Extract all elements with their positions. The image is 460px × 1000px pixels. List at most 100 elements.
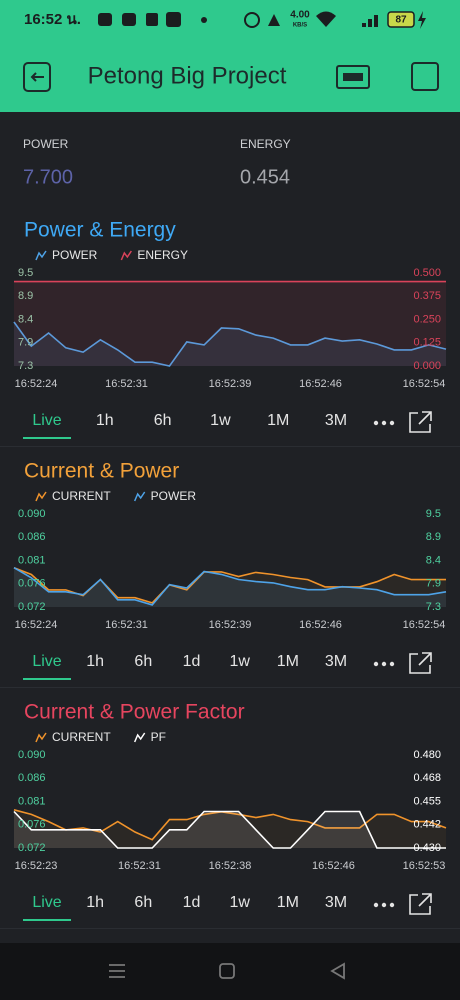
range-button[interactable]: 1w: [210, 412, 231, 429]
y2-tick-label: 7.3: [426, 601, 441, 613]
display-label: ENERGY: [240, 137, 291, 151]
range-button[interactable]: 3M: [325, 894, 347, 911]
y2-tick-label: 0.500: [413, 267, 441, 279]
alarm-icon: [244, 12, 260, 28]
range-button[interactable]: Live: [32, 653, 61, 670]
x-tick-label: 16:52:46: [312, 860, 355, 872]
x-tick-label: 16:52:24: [15, 378, 58, 390]
y2-tick-label: 0.125: [413, 337, 441, 349]
nav-home[interactable]: [219, 963, 235, 979]
range-button[interactable]: 3M: [325, 653, 347, 670]
app-icon: [166, 12, 181, 27]
range-button[interactable]: Live: [32, 894, 61, 911]
app-icon: [98, 13, 112, 26]
range-button[interactable]: 1M: [277, 894, 299, 911]
y-tick-label: 9.5: [18, 267, 33, 279]
y-tick-label: 0.072: [18, 601, 46, 613]
y-tick-label: 7.9: [18, 337, 33, 349]
x-tick-label: 16:52:46: [299, 378, 342, 390]
range-button[interactable]: 1w: [229, 653, 250, 670]
widget-divider: [0, 446, 460, 447]
legend-icon: [35, 732, 47, 743]
chart-widget: Current & Power Factor CURRENT PF 0.072 0.07…: [0, 701, 460, 929]
range-button[interactable]: 1h: [96, 412, 114, 429]
range-button[interactable]: Live: [32, 412, 61, 429]
y2-tick-label: 0.480: [413, 749, 441, 761]
more-dot[interactable]: [389, 420, 395, 426]
export-icon[interactable]: [409, 411, 432, 433]
nav-back[interactable]: [330, 962, 345, 980]
export-icon[interactable]: [409, 652, 432, 674]
nav-buttons: [109, 962, 345, 980]
more-dot[interactable]: [381, 902, 387, 908]
range-button[interactable]: 1M: [277, 653, 299, 670]
more-dot[interactable]: [389, 661, 395, 667]
x-tick-label: 16:52:24: [15, 619, 58, 631]
range-selected-underline: [23, 919, 71, 921]
x-tick-label: 16:52:31: [105, 619, 148, 631]
status-bar: [0, 0, 460, 40]
x-tick-label: 16:52:39: [209, 378, 252, 390]
range-button[interactable]: 3M: [325, 412, 347, 429]
range-button[interactable]: 1d: [183, 894, 201, 911]
y-tick-label: 0.081: [18, 554, 46, 566]
y2-tick-label: 8.4: [426, 554, 441, 566]
range-button[interactable]: 1h: [86, 653, 104, 670]
y2-tick-label: 9.5: [426, 508, 441, 520]
more-dot[interactable]: [373, 661, 379, 667]
more-dot[interactable]: [381, 661, 387, 667]
chart-title: Current & Power Factor: [24, 701, 245, 724]
back-icon[interactable]: [23, 62, 51, 92]
x-tick-label: 16:52:54: [403, 619, 446, 631]
series-area: [14, 567, 446, 607]
app-bar: [0, 40, 460, 112]
export-icon[interactable]: [409, 893, 432, 915]
y2-tick-label: 7.9: [426, 578, 441, 590]
range-button[interactable]: 6h: [154, 412, 172, 429]
legend-label: ENERGY: [137, 248, 188, 262]
range-button[interactable]: 1M: [267, 412, 289, 429]
menu-button[interactable]: [411, 62, 439, 91]
y-tick-label: 7.3: [18, 360, 33, 372]
back-button[interactable]: [23, 62, 51, 92]
y-tick-label: 0.072: [18, 842, 46, 854]
display-label: POWER: [23, 137, 69, 151]
y2-tick-label: 0.250: [413, 313, 441, 325]
widget-divider: [0, 928, 460, 929]
y-tick-label: 0.086: [18, 772, 46, 784]
range-button[interactable]: 1w: [229, 894, 250, 911]
nav-recent[interactable]: [109, 964, 125, 978]
range-button[interactable]: 1h: [86, 894, 104, 911]
range-button[interactable]: 1d: [183, 653, 201, 670]
y-tick-label: 0.081: [18, 795, 46, 807]
series-line: [13, 809, 447, 841]
x-tick-label: 16:52:31: [105, 378, 148, 390]
signal-icon: [362, 15, 378, 27]
nav-bar: [0, 943, 460, 1000]
more-dot[interactable]: [389, 902, 395, 908]
y2-tick-label: 0.375: [413, 290, 441, 302]
y2-tick-label: 8.9: [426, 531, 441, 543]
device-icon[interactable]: [336, 65, 370, 89]
y-tick-label: 8.4: [18, 313, 33, 325]
app-title: Petong Big Project: [88, 62, 287, 89]
series-line: [13, 321, 447, 367]
device-icon-bar[interactable]: [343, 73, 363, 81]
more-dot[interactable]: [373, 420, 379, 426]
x-tick-label: 16:52:31: [118, 860, 161, 872]
net-speed: 4.00: [290, 10, 310, 21]
y2-tick-label: 0.000: [413, 360, 441, 372]
more-dot[interactable]: [381, 420, 387, 426]
battery-level: 87: [395, 15, 407, 26]
y2-tick-label: 0.455: [413, 795, 441, 807]
device-button[interactable]: [336, 65, 370, 89]
back-arrow[interactable]: [30, 72, 44, 82]
battery-icon: [387, 11, 415, 28]
range-button[interactable]: 6h: [134, 653, 152, 670]
range-button[interactable]: 6h: [134, 894, 152, 911]
more-dot[interactable]: [373, 902, 379, 908]
display-value: 7.700: [23, 166, 73, 188]
app-icon: [146, 13, 158, 26]
